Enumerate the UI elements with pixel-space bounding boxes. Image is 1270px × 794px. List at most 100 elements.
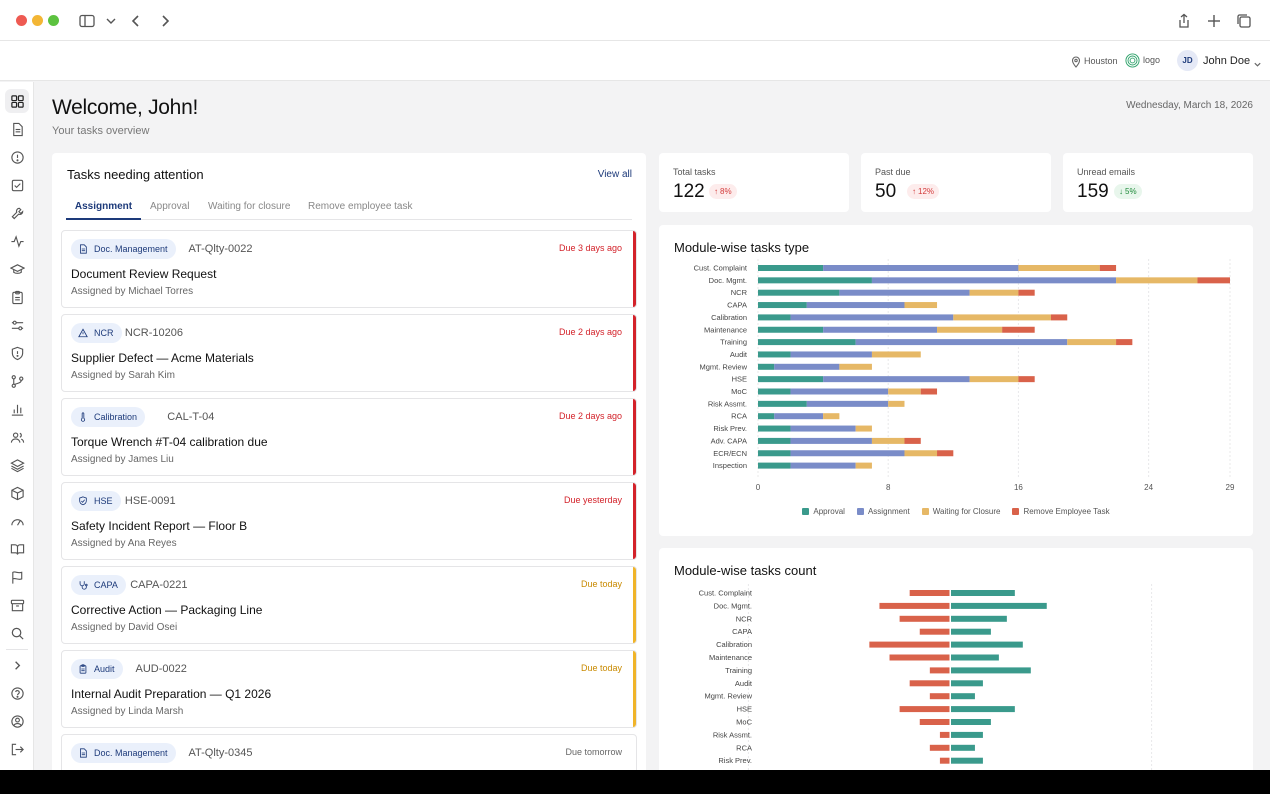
avatar[interactable]: JD xyxy=(1177,50,1198,71)
legend-swatch xyxy=(921,508,929,515)
category-label: Risk Prev. xyxy=(713,424,747,433)
user-name[interactable]: John Doe xyxy=(1203,55,1251,67)
task-card[interactable]: Doc. Management AT-Qlty-0022 Due 3 days ag… xyxy=(61,230,637,308)
sidebar-item-audits[interactable] xyxy=(5,285,29,309)
task-title: Supplier Defect — Acme Materials xyxy=(71,351,254,365)
share-icon[interactable] xyxy=(1175,12,1193,30)
sidebar-toggle-icon[interactable] xyxy=(78,12,96,30)
sidebar-item-alerts[interactable] xyxy=(5,145,29,169)
tab-waiting-for-closure[interactable]: Waiting for closure xyxy=(208,201,291,212)
sidebar-item-archive[interactable] xyxy=(5,593,29,617)
location-label[interactable]: Houston xyxy=(1084,56,1118,66)
bar-left xyxy=(929,693,950,700)
sidebar xyxy=(0,82,34,770)
sidebar-item-inventory[interactable] xyxy=(5,481,29,505)
chevron-down-icon[interactable] xyxy=(102,12,116,30)
sidebar-item-reports[interactable] xyxy=(5,397,29,421)
tab-approval[interactable]: Approval xyxy=(150,201,190,212)
chevron-right-icon xyxy=(14,660,20,670)
avatar-initials: JD xyxy=(1182,56,1193,65)
module-label: HSE xyxy=(94,496,113,506)
forward-icon[interactable] xyxy=(156,12,174,30)
tasks-type-chart: 0 8 16 24 29 Cust. Complaint Doc. Mgmt. NCR CAPA… xyxy=(694,259,1235,492)
new-tab-icon[interactable] xyxy=(1205,12,1223,30)
back-icon[interactable] xyxy=(127,12,145,30)
status-bar xyxy=(633,399,636,475)
task-card[interactable]: CAPA CAPA-0221 Due today Corrective Action … xyxy=(61,566,637,644)
task-card[interactable]: NCR NCR-10206 Due 2 days ago Supplier Defec… xyxy=(61,314,637,392)
bar-segment xyxy=(823,265,1019,271)
sidebar-item-library[interactable] xyxy=(5,537,29,561)
activity-icon xyxy=(10,234,24,248)
bar-left xyxy=(929,667,950,674)
module-badge: HSE xyxy=(71,491,121,511)
user-menu-chevron-icon[interactable] xyxy=(1253,56,1262,67)
legend-item[interactable]: Assignment xyxy=(856,507,910,516)
task-card[interactable]: Calibration CAL-T-04 Due 2 days ago Torque … xyxy=(61,398,637,476)
sidebar-item-workflow[interactable] xyxy=(5,369,29,393)
sidebar-item-search[interactable] xyxy=(5,621,29,645)
task-due: Due 2 days ago xyxy=(558,327,622,337)
view-all-link[interactable]: View all xyxy=(597,169,632,180)
tasks-count-chart: Cust. Complaint Doc. Mgmt. NCR CAPA Calibrat… xyxy=(699,584,1153,770)
task-card[interactable]: HSE HSE-0091 Due yesterday Safety Incident … xyxy=(61,482,637,560)
legend-item[interactable]: Approval xyxy=(802,507,845,516)
bar-segment xyxy=(1002,326,1035,333)
sidebar-item-help[interactable] xyxy=(5,681,29,705)
bar-segment xyxy=(839,289,970,296)
sidebar-item-dashboard[interactable] xyxy=(5,89,29,113)
sidebar-item-tasks[interactable] xyxy=(5,173,29,197)
legend-label: Waiting for Closure xyxy=(932,507,1001,516)
sidebar-item-maintenance[interactable] xyxy=(5,201,29,225)
category-label: Inspection xyxy=(713,461,747,470)
category-label: Training xyxy=(725,666,752,675)
minimize-window-button[interactable] xyxy=(32,15,43,26)
sidebar-item-goals[interactable] xyxy=(5,565,29,589)
category-label: HSE xyxy=(737,705,752,714)
page-subtitle: Your tasks overview xyxy=(52,125,150,137)
bar-segment xyxy=(855,462,872,469)
bar-segment xyxy=(888,388,921,395)
sidebar-item-safety[interactable] xyxy=(5,341,29,365)
task-due: Due 3 days ago xyxy=(558,243,622,253)
category-label: ECR/ECN xyxy=(713,449,747,458)
stat-card-total-tasks[interactable]: Total tasks 122 ↑ 8% xyxy=(659,153,849,212)
bar-segment xyxy=(758,400,807,407)
bar-right xyxy=(951,628,991,635)
tabs-overview-icon[interactable] xyxy=(1235,12,1253,30)
category-label: Risk Assmt. xyxy=(713,730,752,739)
category-label: Mgmt. Review xyxy=(704,692,752,701)
bar-segment xyxy=(758,363,775,370)
task-due: Due yesterday xyxy=(563,495,622,505)
legend-item[interactable]: Remove Employee Task xyxy=(1012,507,1110,516)
sidebar-item-profile[interactable] xyxy=(5,709,29,733)
sidebar-expand-button[interactable] xyxy=(5,653,29,677)
sidebar-item-layers[interactable] xyxy=(5,453,29,477)
sidebar-item-training[interactable] xyxy=(5,257,29,281)
sidebar-item-users[interactable] xyxy=(5,425,29,449)
bar-segment xyxy=(758,265,824,271)
bar-segment xyxy=(806,400,889,407)
module-label: CAPA xyxy=(94,580,118,590)
tab-assignment[interactable]: Assignment xyxy=(66,193,141,220)
sidebar-item-documents[interactable] xyxy=(5,117,29,141)
page-title: Welcome, John! xyxy=(52,96,198,119)
close-window-button[interactable] xyxy=(16,15,27,26)
sidebar-item-activity[interactable] xyxy=(5,229,29,253)
legend-item[interactable]: Waiting for Closure xyxy=(921,507,1001,516)
bar-segment xyxy=(855,425,872,432)
bar-segment xyxy=(969,376,1019,383)
category-label: Audit xyxy=(730,350,748,359)
bar-segment xyxy=(855,339,1068,346)
task-card[interactable]: Doc. Management AT-Qlty-0345 Due tomorrow xyxy=(61,734,637,770)
maximize-window-button[interactable] xyxy=(48,15,59,26)
bar-segment xyxy=(790,450,905,457)
task-card[interactable]: Audit AUD-0022 Due today Internal Audit Pre… xyxy=(61,650,637,728)
category-label: RCA xyxy=(736,743,752,752)
stat-card-past-due[interactable]: Past due 50 ↑ 12% xyxy=(861,153,1051,212)
stat-card-unread-emails[interactable]: Unread emails 159 ↓ 5% xyxy=(1063,153,1253,212)
sidebar-item-performance[interactable] xyxy=(5,509,29,533)
sidebar-item-settings[interactable] xyxy=(5,313,29,337)
sidebar-item-logout[interactable] xyxy=(5,737,29,761)
tab-remove-employee-task[interactable]: Remove employee task xyxy=(308,201,413,212)
